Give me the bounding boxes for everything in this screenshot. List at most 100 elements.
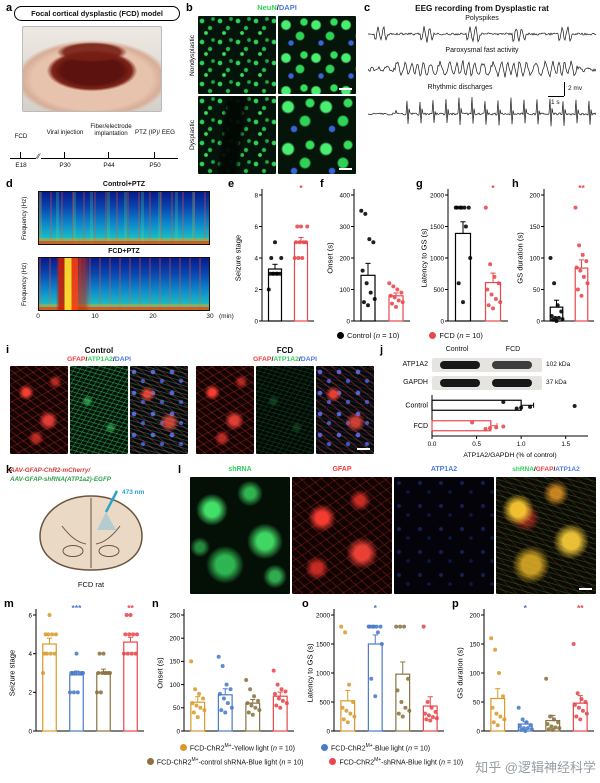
micrograph-control-gfap bbox=[10, 366, 68, 454]
blot-band-control-gapdh bbox=[440, 379, 480, 387]
group-title-control: Control bbox=[84, 346, 114, 355]
svg-text:200: 200 bbox=[529, 192, 540, 199]
legend-label-blue-light: FCD-ChR2M+-Blue light (n = 10) bbox=[330, 743, 431, 753]
legend-label-shrna: FCD-ChR2M+-shRNA-Blue light (n = 10) bbox=[339, 757, 464, 767]
svg-text:*: * bbox=[491, 183, 495, 193]
micrograph-gfap bbox=[292, 477, 392, 594]
micrograph-fcd-atp1a2 bbox=[256, 366, 314, 454]
svg-text:250: 250 bbox=[169, 612, 180, 619]
panel-c-label: c bbox=[364, 2, 371, 14]
scale-bar bbox=[339, 88, 352, 90]
legend-label-control-shrna: FCD-ChR2M+-control shRNA-Blue light (n =… bbox=[156, 757, 304, 767]
timeline-tick bbox=[20, 152, 22, 159]
panel-a-label: a bbox=[6, 2, 13, 14]
brain-schematic bbox=[39, 490, 143, 571]
svg-text:200: 200 bbox=[469, 612, 480, 619]
micrograph-dysplastic-highmag bbox=[278, 96, 356, 174]
svg-text:Onset (s): Onset (s) bbox=[326, 242, 335, 274]
timeline-line bbox=[10, 158, 178, 159]
legend-opto-row-2: FCD-ChR2M+-control shRNA-Blue light (n =… bbox=[95, 757, 515, 766]
svg-text:1000: 1000 bbox=[430, 255, 445, 262]
scale-vline bbox=[564, 82, 565, 96]
spectrogram-title-control: Control+PTZ bbox=[102, 181, 146, 188]
timeline-event-fiber: Fiber/electrode implantation bbox=[90, 123, 132, 137]
svg-text:150: 150 bbox=[469, 641, 480, 648]
stain-title-fcd: GFAP/ATP1A2/DAPI bbox=[252, 356, 318, 363]
svg-text:2000: 2000 bbox=[430, 192, 445, 199]
legend-item-control: Control (n = 10) bbox=[337, 331, 399, 340]
svg-text:**: ** bbox=[577, 603, 584, 613]
blot-protein-gapdh: GAPDH bbox=[403, 379, 428, 386]
experiment-timeline: FCD Viral injection Fiber/electrode impl… bbox=[6, 116, 182, 174]
panel-g-label: g bbox=[416, 178, 423, 190]
svg-text:0: 0 bbox=[254, 318, 258, 325]
legend-item-blue-light: FCD-ChR2M+-Blue light (n = 10) bbox=[320, 743, 431, 753]
row-label-nondysplastic: Nondysplastic bbox=[189, 34, 196, 76]
svg-text:ATP1A2/GAPDH (% of control): ATP1A2/GAPDH (% of control) bbox=[463, 452, 556, 459]
spectrogram-ylabel-2: Frequency (Hz) bbox=[21, 262, 28, 306]
svg-text:200: 200 bbox=[339, 255, 350, 262]
svg-text:0: 0 bbox=[536, 318, 540, 325]
stain-title-shrna: shRNA bbox=[228, 466, 252, 473]
svg-text:0: 0 bbox=[440, 318, 444, 325]
blot-band-fcd-atp1a2 bbox=[492, 361, 532, 369]
svg-text:2: 2 bbox=[254, 287, 258, 294]
svg-text:**: ** bbox=[578, 183, 585, 193]
svg-text:Latency to GS (s): Latency to GS (s) bbox=[306, 643, 315, 703]
spectrogram-ylabel-1: Frequency (Hz) bbox=[21, 196, 28, 240]
micrograph-nondysplastic-lowmag bbox=[198, 16, 276, 94]
svg-text:2: 2 bbox=[28, 690, 32, 697]
eeg-scale: 2 mv 1 s bbox=[546, 82, 596, 114]
svg-text:*: * bbox=[524, 603, 528, 613]
micrograph-control-merge bbox=[130, 366, 188, 454]
svg-text:1500: 1500 bbox=[316, 641, 331, 648]
group-title-fcd: FCD bbox=[276, 346, 294, 355]
panel-e-label: e bbox=[228, 178, 235, 190]
timeline-tick bbox=[64, 152, 66, 159]
legend-label-control: Control (n = 10) bbox=[347, 331, 400, 340]
blot-band-fcd-gapdh bbox=[492, 379, 532, 387]
blot-protein-atp1a2: ATP1A2 bbox=[402, 361, 428, 368]
svg-text:0.0: 0.0 bbox=[428, 441, 437, 448]
panel-h-label: h bbox=[512, 178, 519, 190]
scale-bar bbox=[339, 168, 352, 170]
panel-c-title: EEG recording from Dysplastic rat bbox=[415, 4, 549, 13]
svg-text:*: * bbox=[374, 603, 378, 613]
svg-text:300: 300 bbox=[339, 224, 350, 231]
scale-bar bbox=[579, 588, 592, 590]
svg-text:*: * bbox=[299, 183, 303, 193]
svg-text:0.5: 0.5 bbox=[472, 441, 481, 448]
blot-band-control-atp1a2 bbox=[440, 361, 480, 369]
panel-b-stain-title: NeuN/DAPI bbox=[257, 3, 297, 12]
micrograph-control-atp1a2 bbox=[70, 366, 128, 454]
svg-text:500: 500 bbox=[433, 287, 444, 294]
legend-dot-blue-light bbox=[320, 744, 328, 752]
micrograph-fcd-gfap bbox=[196, 366, 254, 454]
legend-item-yellow-light: FCD-ChR2M+-Yellow light (n = 10) bbox=[179, 743, 295, 752]
timeline-age-p30: P30 bbox=[59, 162, 71, 169]
svg-text:1000: 1000 bbox=[316, 670, 331, 677]
panel-b-label: b bbox=[186, 2, 193, 14]
svg-text:100: 100 bbox=[169, 682, 180, 689]
svg-text:200: 200 bbox=[169, 636, 180, 643]
timeline-break: ∕∕ bbox=[36, 152, 41, 162]
micrograph-dysplastic-lowmag bbox=[198, 96, 276, 174]
timeline-age-p44: P44 bbox=[103, 162, 115, 169]
blot-kda-102: 102 kDa bbox=[546, 361, 571, 368]
micrograph-merge bbox=[496, 477, 596, 594]
svg-text:***: *** bbox=[72, 603, 83, 613]
svg-text:Seizure stage: Seizure stage bbox=[8, 650, 17, 696]
timeline-event-ptz: PTZ (IP)/ EEG bbox=[135, 129, 175, 136]
blot-row-gapdh bbox=[432, 376, 542, 390]
svg-text:GS duration (s): GS duration (s) bbox=[516, 232, 525, 284]
chart-gs-duration: 0 50 100 150 200 GS duration (s) ** bbox=[516, 183, 594, 325]
eeg-trace-rhythmic bbox=[368, 96, 596, 127]
spectrogram-control bbox=[38, 191, 210, 245]
panel-o-label: o bbox=[302, 598, 309, 610]
legend-dot-fcd bbox=[429, 332, 437, 339]
spectrogram-fcd bbox=[38, 257, 210, 311]
timeline-age-e18: E18 bbox=[15, 162, 27, 169]
blot-kda-37: 37 kDa bbox=[546, 379, 567, 386]
svg-text:6: 6 bbox=[28, 612, 32, 619]
svg-text:50: 50 bbox=[173, 705, 181, 712]
